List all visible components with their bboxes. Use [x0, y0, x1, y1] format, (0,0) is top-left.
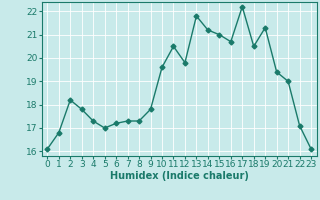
X-axis label: Humidex (Indice chaleur): Humidex (Indice chaleur): [110, 171, 249, 181]
